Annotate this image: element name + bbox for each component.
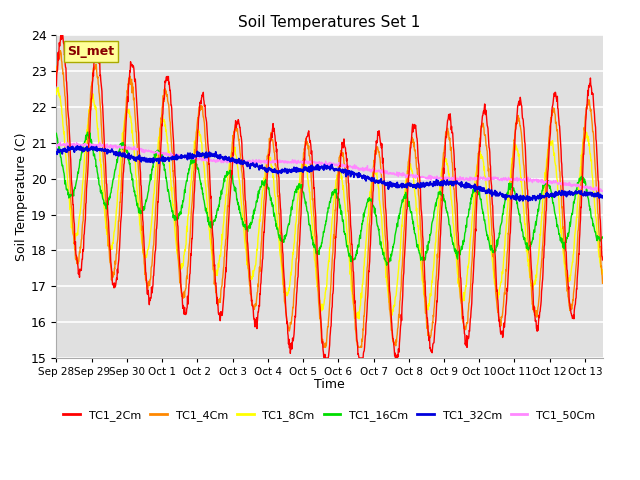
Y-axis label: Soil Temperature (C): Soil Temperature (C) [15,132,28,261]
Line: TC1_16Cm: TC1_16Cm [56,132,602,265]
TC1_50Cm [598,189,605,194]
TC1_16Cm [383,262,390,268]
TC1_4Cm [161,86,169,92]
X-axis label: Time: Time [314,378,345,391]
TC1_32Cm [74,143,81,149]
TC1_4Cm [52,72,60,77]
Line: TC1_4Cm: TC1_4Cm [56,51,602,347]
TC1_50Cm [260,158,268,164]
TC1_2Cm [58,29,66,35]
TC1_50Cm [52,143,60,148]
TC1_16Cm [161,168,169,174]
TC1_4Cm [211,281,218,287]
TC1_8Cm [54,84,62,90]
TC1_32Cm [52,150,60,156]
TC1_50Cm [598,188,606,194]
TC1_32Cm [260,165,268,171]
TC1_4Cm [260,198,268,204]
TC1_50Cm [161,150,169,156]
TC1_16Cm [527,239,535,245]
TC1_16Cm [151,155,159,160]
TC1_8Cm [161,123,169,129]
TC1_16Cm [211,217,218,223]
TC1_50Cm [466,174,474,180]
TC1_8Cm [467,236,474,241]
TC1_4Cm [527,280,535,286]
TC1_16Cm [52,131,60,136]
TC1_4Cm [467,287,474,292]
TC1_2Cm [260,229,268,235]
TC1_2Cm [598,257,606,263]
TC1_50Cm [151,150,159,156]
Line: TC1_2Cm: TC1_2Cm [56,32,602,358]
TC1_8Cm [355,316,363,322]
Title: Soil Temperatures Set 1: Soil Temperatures Set 1 [238,15,420,30]
TC1_32Cm [161,158,169,164]
TC1_4Cm [151,220,159,226]
Text: SI_met: SI_met [67,45,115,58]
TC1_8Cm [260,177,268,182]
TC1_2Cm [211,264,218,269]
TC1_2Cm [320,355,328,361]
TC1_8Cm [527,283,535,289]
Line: TC1_8Cm: TC1_8Cm [56,87,602,319]
TC1_8Cm [52,91,60,97]
Legend: TC1_2Cm, TC1_4Cm, TC1_8Cm, TC1_16Cm, TC1_32Cm, TC1_50Cm: TC1_2Cm, TC1_4Cm, TC1_8Cm, TC1_16Cm, TC1… [59,406,600,425]
TC1_50Cm [211,158,218,164]
TC1_16Cm [467,200,474,205]
TC1_32Cm [466,183,474,189]
TC1_4Cm [319,344,327,350]
TC1_16Cm [598,234,606,240]
TC1_4Cm [598,280,606,286]
TC1_8Cm [151,180,159,185]
TC1_2Cm [52,83,60,89]
TC1_32Cm [151,157,159,163]
TC1_8Cm [211,265,218,271]
TC1_32Cm [525,198,532,204]
TC1_32Cm [527,195,535,201]
TC1_4Cm [56,48,64,54]
TC1_2Cm [161,78,169,84]
TC1_2Cm [151,252,159,258]
TC1_50Cm [527,178,534,183]
TC1_2Cm [527,258,535,264]
TC1_50Cm [56,140,64,145]
Line: TC1_32Cm: TC1_32Cm [56,146,602,201]
TC1_32Cm [211,153,218,158]
TC1_8Cm [598,267,606,273]
TC1_16Cm [260,180,268,186]
TC1_32Cm [598,195,606,201]
TC1_2Cm [467,316,474,322]
Line: TC1_50Cm: TC1_50Cm [56,143,602,192]
TC1_16Cm [84,129,92,135]
